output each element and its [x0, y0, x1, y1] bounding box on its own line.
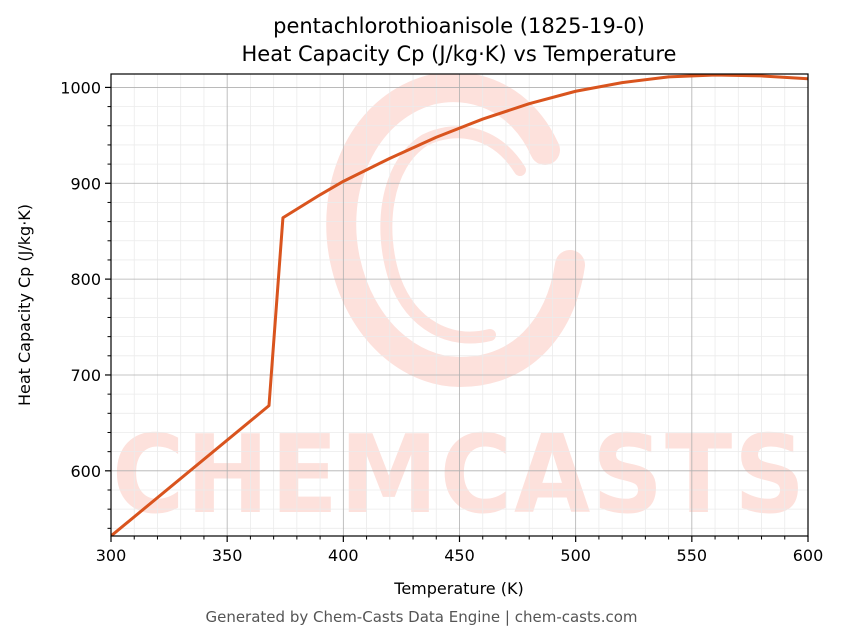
x-tick-label: 300 — [96, 546, 127, 565]
chart-title: pentachlorothioanisole (1825-19-0) — [273, 14, 645, 38]
x-tick-label: 500 — [560, 546, 591, 565]
y-tick-label: 900 — [70, 174, 101, 193]
y-tick-label: 1000 — [60, 78, 101, 97]
y-tick-label: 600 — [70, 462, 101, 481]
x-tick-label: 550 — [677, 546, 708, 565]
x-tick-label: 400 — [328, 546, 359, 565]
x-tick-label: 350 — [212, 546, 243, 565]
y-axis: 600 700 800 900 1000 — [60, 78, 111, 529]
y-tick-label: 700 — [70, 366, 101, 385]
y-tick-label: 800 — [70, 270, 101, 289]
x-tick-label: 450 — [444, 546, 475, 565]
watermark-swirl-inner — [380, 126, 526, 344]
series-layer — [111, 74, 808, 536]
y-axis-label: Heat Capacity Cp (J/kg·K) — [15, 204, 34, 406]
footer-credit: Generated by Chem-Casts Data Engine | ch… — [205, 608, 638, 626]
grid-major — [110, 74, 809, 536]
x-axis: 300 350 400 450 500 550 600 — [96, 536, 824, 565]
chart-subtitle: Heat Capacity Cp (J/kg·K) vs Temperature — [242, 42, 677, 66]
x-axis-label: Temperature (K) — [393, 579, 523, 598]
x-tick-label: 600 — [793, 546, 824, 565]
series-line-0 — [111, 74, 808, 536]
